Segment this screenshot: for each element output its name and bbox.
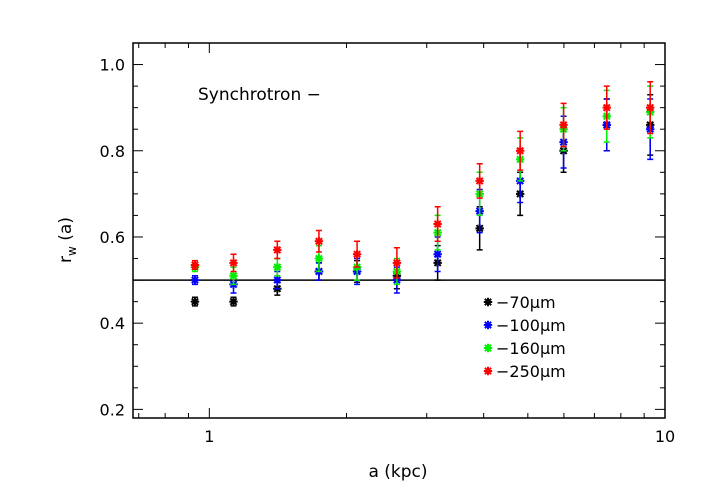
data-point	[314, 237, 324, 246]
x-axis-label: a (kpc)	[368, 462, 427, 482]
y-tick-label: 0.2	[100, 400, 125, 419]
series-4	[190, 81, 655, 279]
data-point	[559, 120, 568, 130]
data-point	[273, 262, 282, 272]
y-tick-label: 0.8	[100, 142, 125, 161]
data-point	[352, 250, 362, 259]
legend: −70μm −100μm −160μm −250μm	[483, 293, 566, 381]
legend-label: −100μm	[496, 316, 566, 335]
data-point	[602, 103, 611, 112]
data-point	[475, 176, 484, 186]
legend-item-4: −250μm	[483, 362, 566, 381]
y-axis-label-group: rw (a)	[56, 217, 79, 263]
legend-label: −160μm	[496, 339, 566, 358]
legend-label: −70μm	[496, 293, 556, 312]
legend-marker	[483, 366, 493, 376]
x-tick-label: 1	[204, 427, 214, 446]
series-1	[190, 93, 655, 307]
data-point	[190, 260, 200, 270]
data-point	[229, 271, 238, 280]
y-axis-label-suffix: (a)	[56, 217, 76, 246]
legend-marker	[483, 320, 493, 330]
legend-item-1: −70μm	[483, 293, 556, 312]
data-point	[273, 275, 282, 285]
data-point	[273, 245, 282, 255]
plot-area: 0.2 0.4 0.6 0.8 1.0 1 10	[100, 42, 675, 446]
svg-text:rw (a): rw (a)	[56, 217, 79, 263]
series-3	[190, 85, 655, 286]
y-tick-label: 1.0	[100, 56, 125, 75]
plot-frame	[132, 42, 666, 419]
series-2	[190, 98, 655, 294]
y-tick-label: 0.6	[100, 228, 125, 247]
data-point	[392, 258, 402, 268]
data-point	[190, 297, 200, 306]
y-axis-label: r	[56, 256, 76, 263]
legend-marker	[483, 297, 493, 307]
legend-item-3: −160μm	[483, 339, 566, 358]
y-axis-label-subscript: w	[65, 246, 79, 256]
x-tick-label: 10	[655, 427, 675, 446]
legend-label: −250μm	[496, 362, 566, 381]
legend-marker	[483, 343, 493, 353]
data-point	[433, 250, 442, 259]
legend-item-2: −100μm	[483, 316, 566, 335]
data-point	[229, 258, 238, 268]
data-point	[314, 254, 324, 263]
data-point	[646, 103, 655, 112]
chart-annotation: Synchrotron −	[198, 85, 321, 105]
data-point	[433, 219, 442, 229]
y-tick-label: 0.4	[100, 314, 125, 333]
data-point	[190, 275, 200, 285]
data-point	[229, 297, 238, 306]
data-point	[515, 146, 525, 155]
